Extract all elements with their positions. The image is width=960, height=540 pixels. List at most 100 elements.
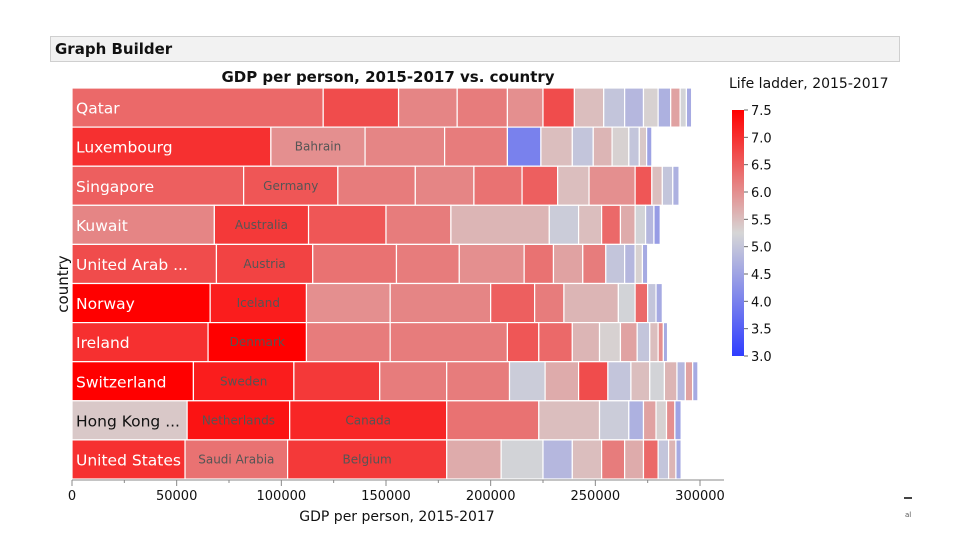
bar-segment [450,204,550,246]
bar-segment [379,361,448,402]
bar-segment [647,282,657,324]
bar-segment [601,204,622,246]
bar-segment [577,361,609,402]
row-label: Ireland [76,334,130,352]
bar-segment [642,400,657,441]
bar-segment-label: Canada [345,413,391,427]
bar-segment [642,87,659,128]
bar-segment [414,165,475,206]
app-title: Graph Builder [55,40,173,58]
row-label: Singapore [76,178,154,196]
bar-segment [651,165,663,206]
bar-segment [506,87,544,128]
bar-segment [446,439,502,480]
bar-segment-label: Iceland [237,296,280,310]
bar-segment [508,361,546,402]
bar-segment [619,204,636,246]
row-label: Qatar [76,100,120,118]
bar-segment [563,282,619,324]
bar-segment [667,439,677,480]
bar-segment-label: Australia [235,218,288,232]
bar-segment [186,400,291,441]
bar-segment [624,243,636,285]
bar-segment [670,87,681,128]
bar-segment-label: Austria [243,257,285,271]
bar-segment [598,322,622,363]
bar-segment [644,204,655,246]
corner-mark [904,497,912,499]
bar-segment-label: Germany [263,179,318,193]
legend-color-bar [732,110,744,356]
bar-segment [634,282,649,324]
bar-segment [588,165,636,206]
row-label: United States [76,451,181,469]
bar-segment [209,282,308,324]
bar-segment [213,204,310,246]
bar-segment [540,126,573,167]
bar-segment [692,361,699,402]
bar-segment [506,322,540,363]
bar-segment [446,361,511,402]
bar-segment [601,439,626,480]
bar-segment [634,243,644,285]
bar-segment [389,322,509,363]
bar-segment [307,204,387,246]
bar-segment [71,243,218,285]
row-label: Hong Kong ... [76,412,180,430]
bar-segment [207,322,308,363]
row-label: Luxembourg [76,139,173,157]
legend-tick-label: 4.5 [751,268,772,283]
bar-segment [676,361,686,402]
bar-segment [638,126,648,167]
legend-tick-label: 4.0 [751,295,772,310]
bar-segment-label: Netherlands [202,413,275,427]
bar-segment [389,282,492,324]
bar-segment [473,165,523,206]
bar-segment [446,400,540,441]
bar-segment [646,126,653,167]
bar-segment [71,165,245,206]
x-tick-label: 100000 [257,489,307,504]
bar-segment [592,126,613,167]
bar-segment [603,87,626,128]
bar-segment [636,322,651,363]
legend-tick-label: 3.5 [751,323,772,338]
bar-segment [605,243,626,285]
bar-segment [293,361,381,402]
bar-segment [337,165,416,206]
x-tick-label: 50000 [156,489,197,504]
bar-segment [364,126,446,167]
bar-segment [611,126,630,167]
y-axis-label: country [54,255,72,312]
bar-segment [243,165,339,206]
bar-segment [672,165,680,206]
bar-segment [642,439,659,480]
bar-segment [679,87,687,128]
bar-segment [634,204,647,246]
bar-segment [544,361,580,402]
bar-segment [444,126,509,167]
bar-segment [71,204,215,246]
bar-segment [571,322,601,363]
bar-segment [663,361,678,402]
legend-tick-label: 6.5 [751,159,772,174]
bar-segment [71,322,209,363]
row-label: Switzerland [76,373,166,391]
bar-segment [655,400,668,441]
bar-segment [684,361,694,402]
bar-segment-label: Sweden [220,374,267,388]
bar-segment-label: Saudi Arabia [198,452,274,466]
bar-segment [641,243,649,285]
bar-segment [657,439,670,480]
bar-segment [662,322,669,363]
bar-segment [619,322,638,363]
bar-segment-label: Denmark [230,335,285,349]
bar-segment [624,87,645,128]
bar-segment [571,126,594,167]
bar-segment [538,400,601,441]
bar-segment [649,322,659,363]
x-axis-label: GDP per person, 2015-2017 [299,509,494,525]
bar-segment [534,282,565,324]
row-label: Norway [76,295,135,313]
